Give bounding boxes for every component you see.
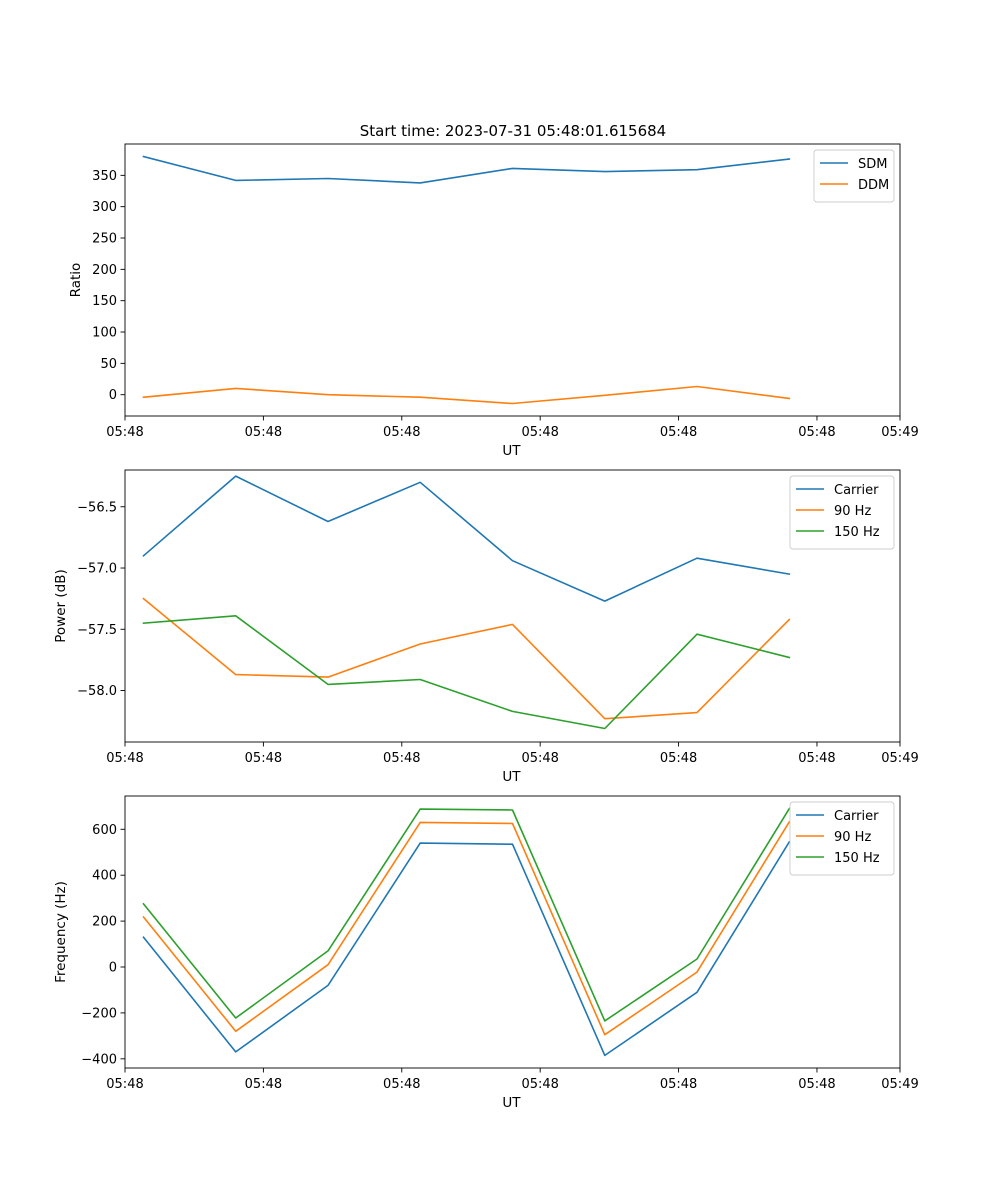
legend-label: 150 Hz [834,851,880,866]
legend: SDM DDM [813,149,895,203]
series-line-ddm [142,385,791,405]
x-tick-label: 05:48 [245,1077,282,1092]
y-tick-label: 0 [109,388,117,403]
y-tick-label: −400 [81,1052,117,1067]
x-tick-label: 05:48 [245,425,282,440]
series-line-90-hz [142,820,791,1036]
y-tick-label: 0 [109,961,117,976]
x-tick-label: 05:48 [660,425,697,440]
y-tick-label: 200 [92,263,117,278]
y-tick-label: −200 [81,1006,117,1021]
x-tick-label: 05:48 [798,751,835,766]
x-tick-label: 05:48 [521,751,558,766]
legend-label: Carrier [834,483,879,498]
y-tick-label: −56.5 [77,500,117,515]
x-tick-label: 05:49 [881,1077,918,1092]
y-axis-label: Frequency (Hz) [53,881,69,983]
chart-panel-2: 05:48 05:48 05:48 05:48 05:48 05:48 05:49 −58.0… [53,469,919,785]
y-tick-label: 200 [92,915,117,930]
legend: Carrier 90 Hz 150 Hz [789,801,895,876]
x-tick-label: 05:48 [383,425,420,440]
chart-panel-1: 05:48 05:48 05:48 05:48 05:48 05:48 05:49 0 50 10… [68,143,919,459]
y-axis-label: Power (dB) [53,569,69,642]
x-tick-label: 05:48 [106,425,143,440]
x-tick-label: 05:49 [881,751,918,766]
x-axis-label: UT [502,443,521,459]
plot-frame [124,143,901,417]
x-tick-label: 05:48 [798,425,835,440]
chart-panel-3: 05:48 05:48 05:48 05:48 05:48 05:48 05:49 −400 −… [53,795,919,1111]
y-axis-label: Ratio [68,263,84,298]
legend-label: 90 Hz [834,830,871,845]
y-tick-label: 250 [92,232,117,247]
series-line-sdm [142,155,791,184]
series-line-carrier [142,475,791,602]
x-axis-label: UT [502,1095,521,1111]
series-line-150-hz [142,807,791,1022]
x-tick-label: 05:48 [106,751,143,766]
y-tick-label: −57.5 [77,623,117,638]
y-tick-label: 400 [92,869,117,884]
series-line-carrier [142,840,791,1057]
x-tick-label: 05:48 [521,425,558,440]
y-tick-label: 50 [100,357,117,372]
legend-label: SDM [858,157,887,172]
chart-title: Start time: 2023-07-31 05:48:01.615684 [360,122,666,140]
plot-frame [124,795,901,1069]
x-tick-label: 05:48 [798,1077,835,1092]
y-tick-label: 100 [92,326,117,341]
x-tick-label: 05:49 [881,425,918,440]
x-tick-label: 05:48 [106,1077,143,1092]
legend-label: 150 Hz [834,525,880,540]
y-tick-label: 350 [92,169,117,184]
series-line-90-hz [142,597,791,720]
series-line-150-hz [142,614,791,730]
y-tick-label: −57.0 [77,562,117,577]
x-tick-label: 05:48 [660,751,697,766]
legend: Carrier 90 Hz 150 Hz [789,475,895,550]
x-tick-label: 05:48 [660,1077,697,1092]
y-tick-label: 600 [92,823,117,838]
x-tick-label: 05:48 [521,1077,558,1092]
x-tick-label: 05:48 [383,1077,420,1092]
legend-label: Carrier [834,809,879,824]
x-tick-label: 05:48 [245,751,282,766]
legend-label: DDM [858,178,889,193]
legend-label: 90 Hz [834,504,871,519]
x-axis-label: UT [502,769,521,785]
y-tick-label: −58.0 [77,684,117,699]
plot-frame [124,469,901,743]
y-tick-label: 150 [92,294,117,309]
y-tick-label: 300 [92,200,117,215]
x-tick-label: 05:48 [383,751,420,766]
